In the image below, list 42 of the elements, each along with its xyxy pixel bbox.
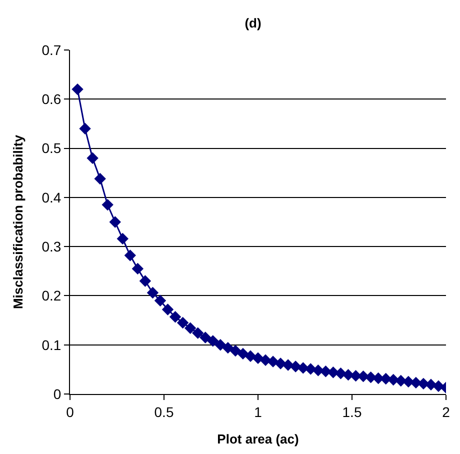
point xyxy=(94,172,106,185)
y-tick-label: 0.3 xyxy=(42,238,62,254)
point xyxy=(72,83,84,96)
x-tick-label: 0.5 xyxy=(154,404,174,420)
x-tick-label: 1 xyxy=(254,404,262,420)
point xyxy=(214,339,226,351)
point xyxy=(109,216,121,228)
point xyxy=(162,304,174,316)
y-axis-title: Misclassification probability xyxy=(10,134,26,310)
point xyxy=(139,275,152,287)
point xyxy=(169,311,182,323)
point xyxy=(222,342,234,354)
point xyxy=(237,348,249,360)
point xyxy=(132,262,144,275)
y-tick-label: 0 xyxy=(53,386,62,402)
point xyxy=(244,350,256,362)
x-axis-title: Plot area (ac) xyxy=(217,431,299,446)
point xyxy=(79,122,91,134)
x-tick-label: 1.5 xyxy=(342,404,362,420)
point xyxy=(86,152,98,164)
point xyxy=(184,322,196,334)
y-tick-label: 0.2 xyxy=(42,288,62,304)
point xyxy=(102,198,114,211)
point xyxy=(124,250,136,262)
point xyxy=(207,335,219,347)
x-tick-label: 2 xyxy=(442,404,450,420)
point xyxy=(432,380,444,392)
point xyxy=(304,363,316,375)
point xyxy=(146,286,159,299)
y-tick-label: 0.6 xyxy=(42,91,62,108)
y-tick-label: 0.4 xyxy=(42,189,62,206)
point xyxy=(200,332,212,344)
point xyxy=(230,344,242,357)
y-tick-label: 0.7 xyxy=(42,42,62,58)
point xyxy=(116,232,128,245)
y-tick-label: 0.1 xyxy=(42,336,62,353)
point xyxy=(154,294,166,306)
x-tick-label: 0 xyxy=(66,404,74,420)
chart-title: (d) xyxy=(244,15,262,30)
point xyxy=(192,327,204,339)
y-tick-label: 0.5 xyxy=(42,140,62,156)
point xyxy=(176,316,189,329)
